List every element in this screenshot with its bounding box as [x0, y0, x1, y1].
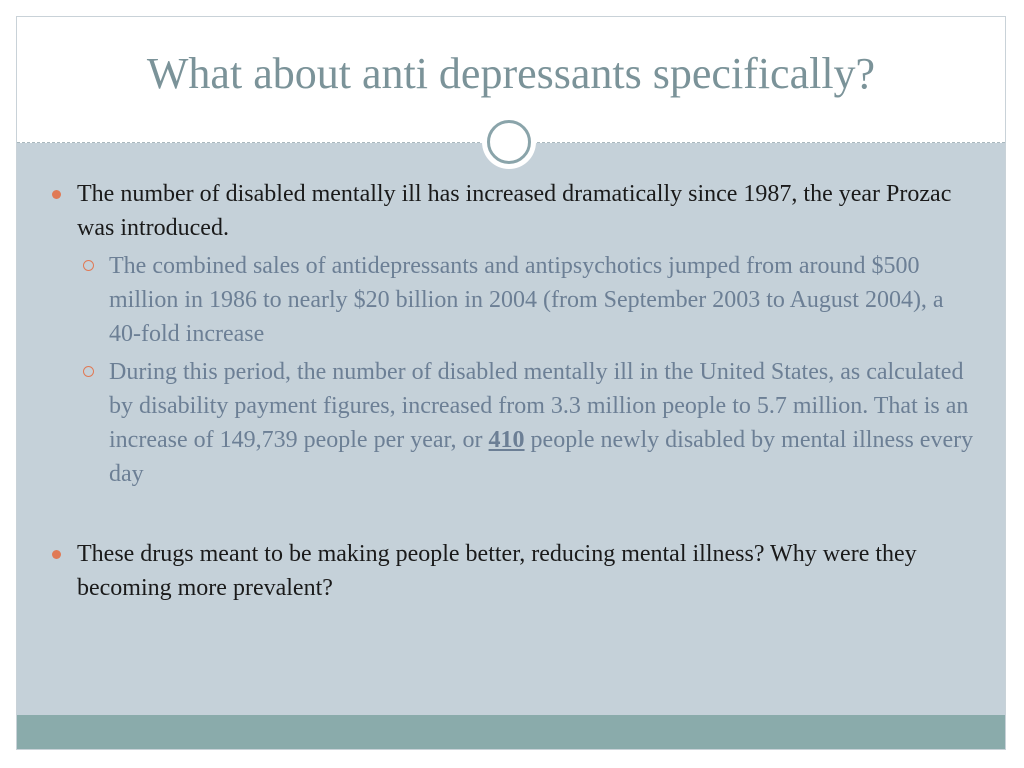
- bullet-item: These drugs meant to be making people be…: [51, 537, 981, 605]
- emphasis-link[interactable]: 410: [488, 427, 525, 453]
- sub-bullet-text: The combined sales of antidepressants an…: [109, 253, 944, 347]
- bullet-text: These drugs meant to be making people be…: [77, 541, 917, 601]
- sub-bullet-text-after: people newly disabled by mental illness …: [109, 427, 974, 487]
- sub-bullet-item: During this period, the number of disabl…: [51, 355, 981, 491]
- footer-bar: [17, 715, 1005, 749]
- sub-bullet-text-before: During this period, the number of disabl…: [109, 359, 969, 453]
- slide: What about anti depressants specifically…: [16, 16, 1006, 750]
- sub-bullet-ring-icon: [83, 366, 94, 377]
- bullet-dot-icon: [52, 550, 61, 559]
- spacer: [51, 491, 981, 537]
- divider-circle-icon: [482, 115, 536, 169]
- slide-title: What about anti depressants specifically…: [146, 49, 876, 98]
- sub-bullet-item: The combined sales of antidepressants an…: [51, 249, 981, 351]
- bullet-text: The number of disabled mentally ill has …: [77, 181, 952, 241]
- slide-content: The number of disabled mentally ill has …: [51, 177, 981, 605]
- bullet-item: The number of disabled mentally ill has …: [51, 177, 981, 245]
- sub-bullet-ring-icon: [83, 260, 94, 271]
- bullet-dot-icon: [52, 190, 61, 199]
